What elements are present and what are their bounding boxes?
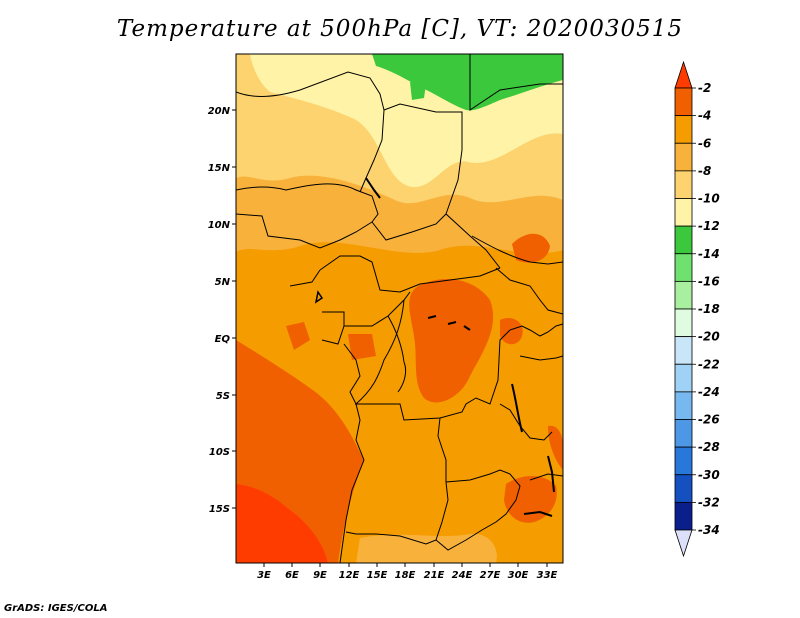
border-car-congo [319, 255, 501, 293]
colorbar-segment [674, 336, 693, 365]
lake-inland [427, 315, 471, 331]
colorbar-segment [674, 142, 693, 172]
lon-label: 6E [285, 570, 299, 581]
lon-label: 30E [508, 570, 529, 581]
colorbar-label: -22 [698, 357, 720, 371]
border-algeria-niger [236, 71, 385, 193]
field-band-south [356, 533, 497, 563]
temperature-field [236, 54, 563, 563]
colorbar-label: -14 [698, 247, 720, 261]
colorbar-segment [674, 363, 693, 393]
border-uganda-kenya [509, 323, 563, 337]
colorbar-segment [674, 225, 693, 255]
colorbar-label: -18 [698, 302, 720, 316]
colorbar-segment [674, 253, 693, 282]
colorbar-label: -26 [698, 413, 720, 427]
colorbar-label: -20 [698, 330, 720, 344]
lake-malawi [547, 455, 555, 493]
border-east-lakes [499, 403, 563, 481]
field-green-patch [372, 54, 563, 111]
colorbar-label: -34 [698, 523, 720, 537]
country-borders [236, 54, 563, 563]
field-hot-sw [236, 484, 328, 563]
lat-axis [232, 109, 236, 509]
field-warm-east-coast [548, 425, 563, 470]
border-nigeria-cameroon-car [236, 213, 501, 269]
colorbar-label: -24 [698, 385, 720, 399]
lake-tanganyika [511, 383, 523, 433]
colorbar-segment [674, 446, 693, 476]
lon-label: 9E [313, 570, 327, 581]
lon-label: 24E [452, 570, 473, 581]
lat-label: 15S [209, 504, 230, 515]
colorbar-label: -30 [698, 468, 720, 482]
border-ssudan-uganda [495, 267, 563, 315]
colorbar-label: -28 [698, 440, 720, 454]
field-warm-core [409, 278, 494, 403]
border-libya-chad [383, 103, 463, 215]
colorbar-label: -12 [698, 219, 720, 233]
colorbar-segment [674, 474, 693, 503]
colorbar-label: -6 [698, 136, 711, 150]
lon-label: 3E [257, 570, 271, 581]
map-frame [235, 53, 564, 564]
field-warm-west [286, 322, 310, 350]
colorbar-segment [674, 87, 693, 117]
border-zambia-zimbabwe [435, 469, 521, 551]
lon-label: 33E [537, 570, 558, 581]
colorbar-segment [674, 280, 693, 310]
border-egypt-sudan [469, 54, 563, 111]
lon-label: 15E [367, 570, 388, 581]
colorbar-label: -32 [698, 495, 720, 509]
colorbar-segment [674, 391, 693, 420]
lat-label: 10N [208, 220, 231, 231]
field-warm-congo [348, 334, 376, 360]
colorbar-segment [674, 419, 693, 448]
border-congo-river [387, 315, 407, 393]
field-warm-east [500, 317, 523, 345]
lon-label: 21E [424, 570, 445, 581]
colorbar-label: -2 [698, 81, 711, 95]
border-gabon-congo-south [321, 325, 361, 405]
field-warm-se [504, 475, 557, 523]
lat-label: 5S [216, 391, 230, 402]
lake-kariba [523, 510, 553, 517]
field-green-spot [410, 82, 426, 100]
lon-label: 12E [339, 570, 360, 581]
lat-label: 20N [208, 106, 231, 117]
border-cameroon-south [289, 269, 321, 287]
colorbar-bottom-arrow [674, 529, 693, 558]
lon-label: 18E [395, 570, 416, 581]
lake-chad [365, 177, 381, 199]
colorbar-segment [674, 198, 693, 227]
credit-text: GrADS: IGES/COLA [4, 603, 108, 614]
lon-label: 27E [480, 570, 501, 581]
colorbar-segment [674, 308, 693, 338]
colorbar-label: -8 [698, 164, 711, 178]
colorbar-segment [674, 115, 693, 144]
colorbar-label: -4 [698, 109, 711, 123]
border-niger-nigeria [236, 183, 379, 223]
lat-label: 10S [209, 447, 230, 458]
lon-axis [263, 563, 548, 567]
border-tanzania [519, 355, 563, 361]
field-warm-ne [512, 233, 550, 263]
lat-label: 5N [215, 277, 231, 288]
lat-label: 15N [208, 163, 231, 174]
border-angola-zambia [345, 417, 449, 545]
border-sudan-south [471, 235, 563, 265]
lat-label: EQ [215, 334, 231, 345]
colorbar-segment [674, 170, 693, 199]
border-angola-west [339, 403, 365, 563]
border-drc [354, 299, 511, 421]
colorbar-label: -16 [698, 274, 720, 288]
plot-title: Temperature at 500hPa [C], VT: 202003051… [116, 16, 684, 42]
colorbar-segment [674, 501, 693, 531]
lake-bioko [314, 290, 324, 304]
colorbar-label: -10 [698, 192, 720, 206]
colorbar-top-arrow [674, 60, 693, 89]
